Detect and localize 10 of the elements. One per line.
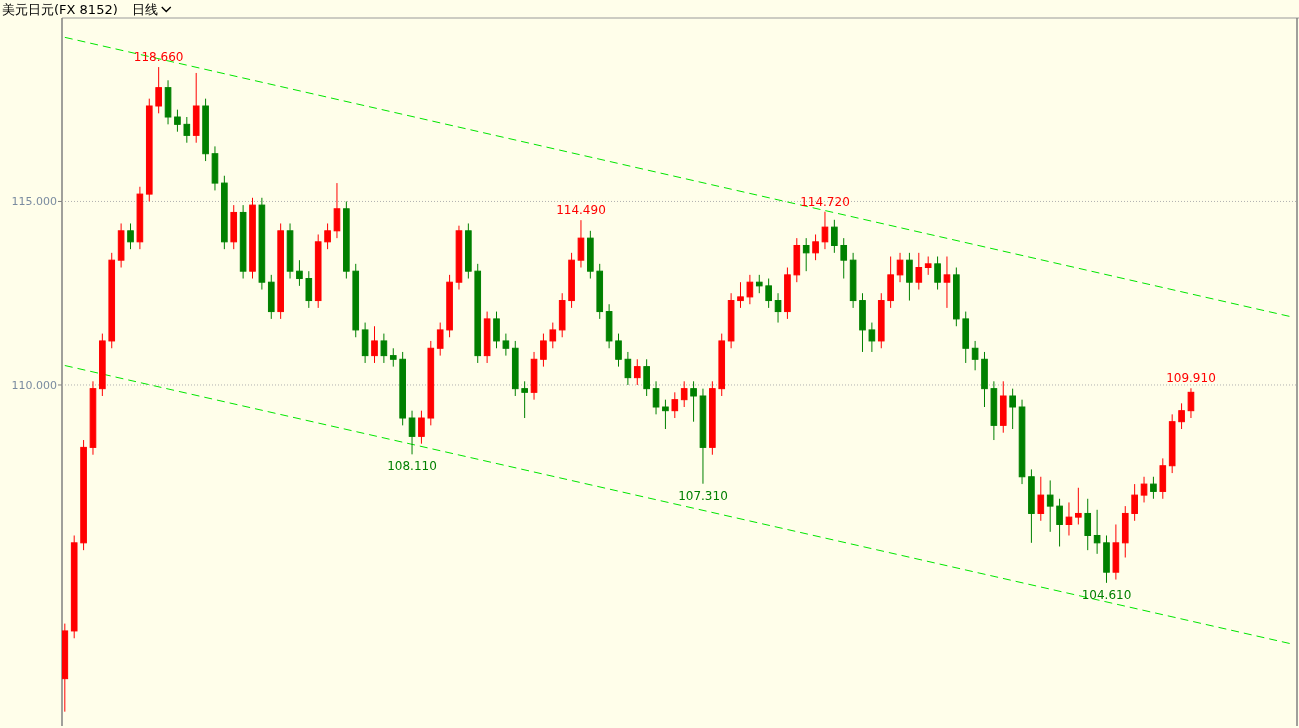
chart-title: 美元日元(FX 8152)	[2, 2, 118, 17]
annotation: 114.720	[800, 194, 850, 209]
annotation: 109.910	[1166, 371, 1216, 386]
annotation: 114.490	[556, 203, 606, 218]
annotation: 107.310	[678, 488, 728, 503]
chart-subtitle: 日线	[131, 2, 158, 17]
y-tick-label: 110.000	[11, 378, 57, 392]
annotation: 104.610	[1081, 587, 1132, 602]
y-tick-label: 115.000	[11, 195, 57, 209]
annotation: 108.110	[387, 459, 437, 474]
